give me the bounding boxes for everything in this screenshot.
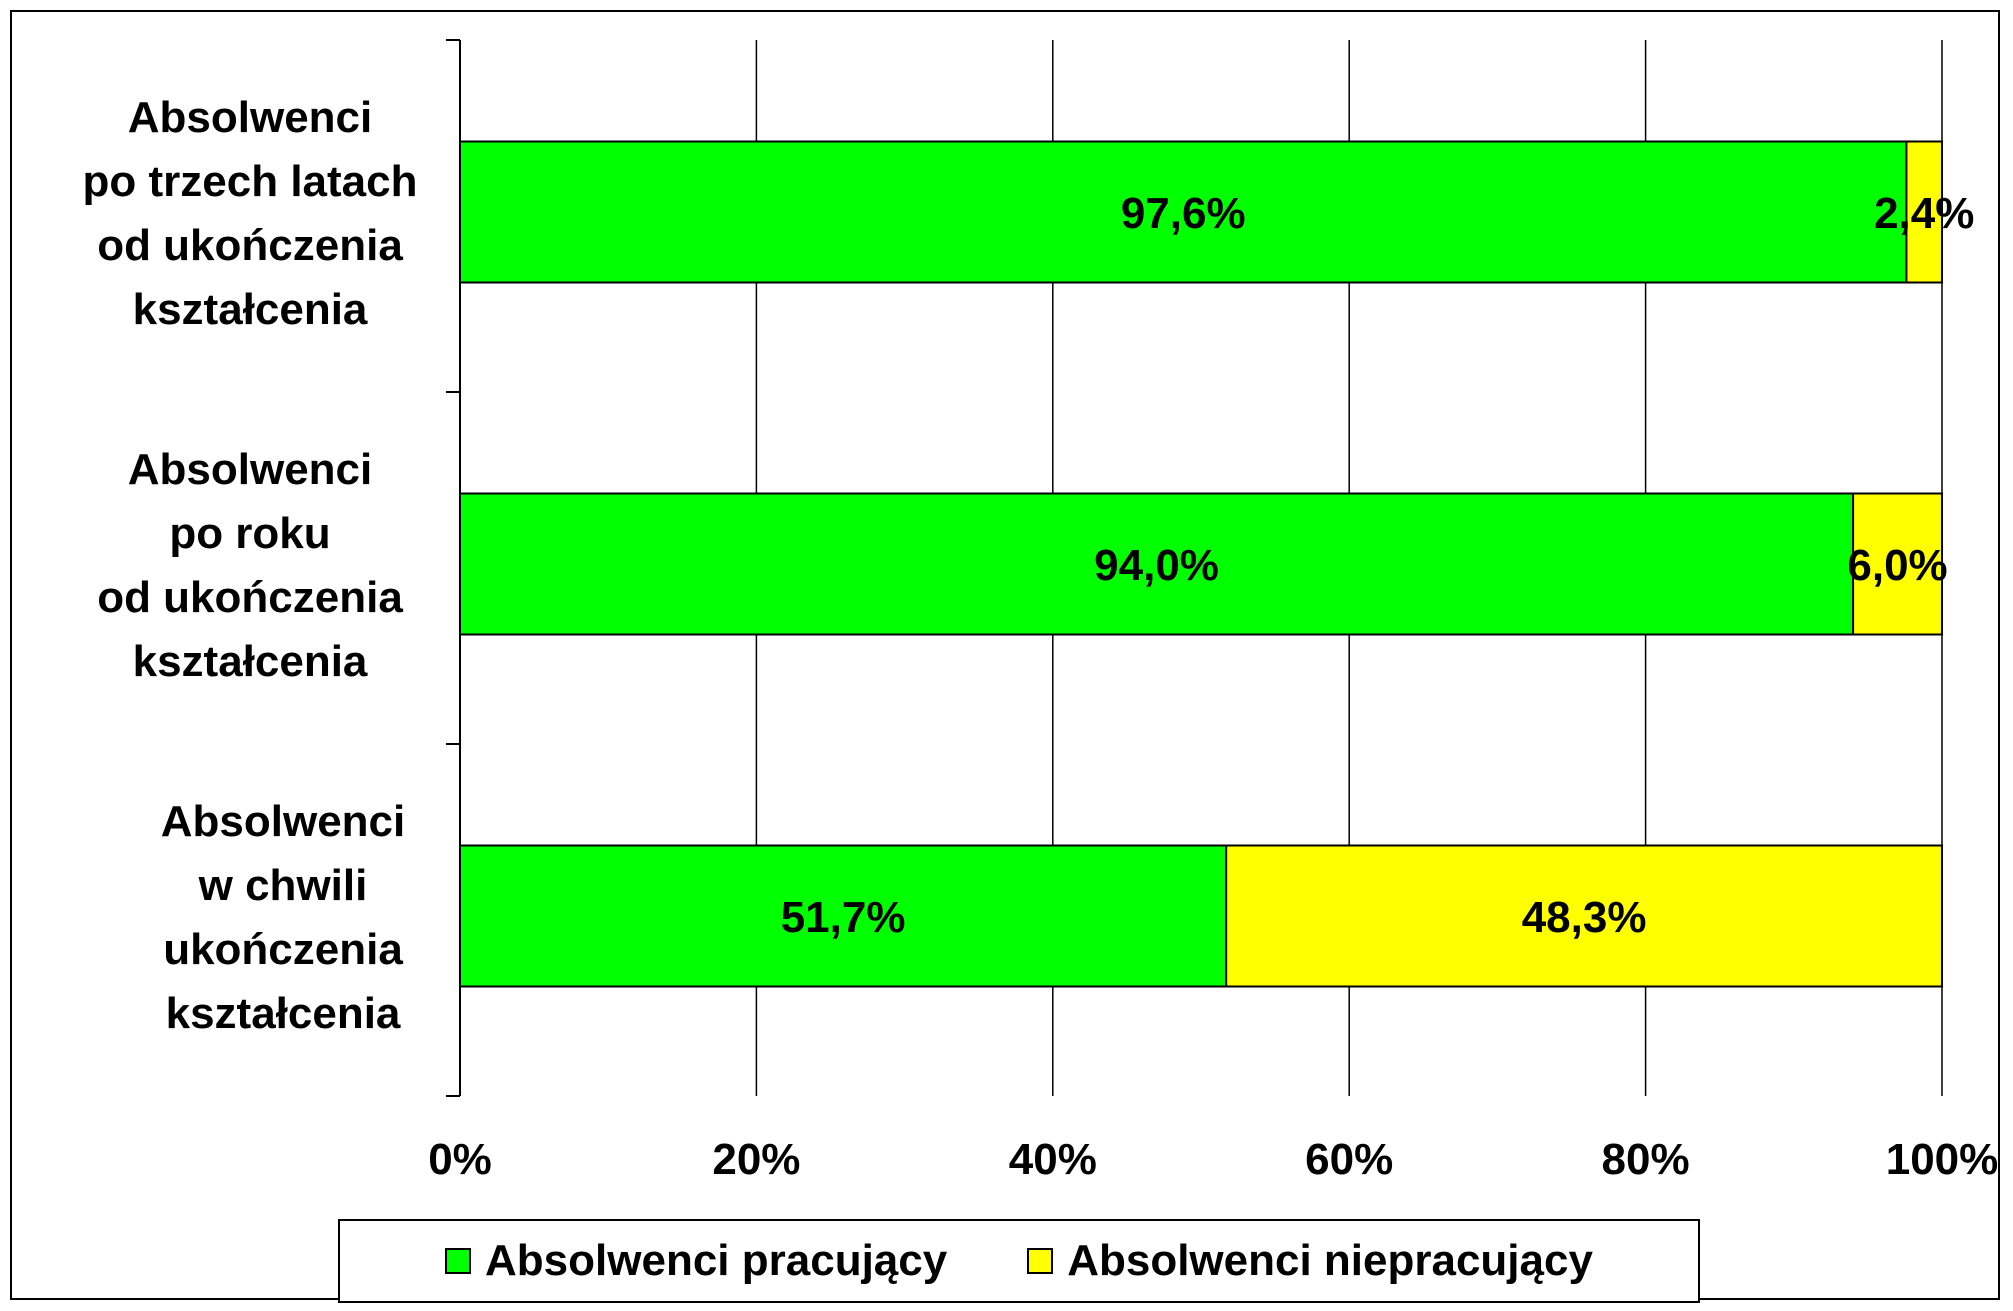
bar-segment xyxy=(1225,844,1943,988)
bar-segment xyxy=(459,844,1228,988)
legend: Absolwenci pracujący Absolwenci niepracu… xyxy=(338,1219,1700,1303)
category-label: Absolwenci w chwili ukończenia kształcenia xyxy=(161,797,406,1038)
legend-item-unemployed: Absolwenci niepracujący xyxy=(1027,1236,1593,1286)
legend-swatch-employed xyxy=(445,1248,472,1274)
legend-label-unemployed: Absolwenci niepracujący xyxy=(1067,1236,1593,1285)
bar-segment xyxy=(1905,140,1944,284)
category-label-line: Absolwenci xyxy=(128,93,373,142)
category-label-line: od ukończenia xyxy=(97,221,403,270)
bar-segment xyxy=(459,140,1908,284)
category-label-line: kształcenia xyxy=(133,285,368,334)
bar-segment xyxy=(459,492,1855,636)
legend-item-employed: Absolwenci pracujący xyxy=(445,1236,947,1286)
x-tick-label: 80% xyxy=(1602,1135,1690,1184)
data-label: 6,0% xyxy=(1847,541,1947,590)
category-label-line: po roku xyxy=(169,509,330,558)
category-label: Absolwenci po roku od ukończenia kształceni… xyxy=(97,445,403,686)
x-tick-label: 60% xyxy=(1305,1135,1393,1184)
category-label-line: od ukończenia xyxy=(97,573,403,622)
category-label: Absolwenci po trzech latach od ukończenia k… xyxy=(83,93,418,334)
data-label: 48,3% xyxy=(1522,893,1647,942)
legend-swatch-unemployed xyxy=(1027,1248,1054,1274)
x-tick-label: 0% xyxy=(428,1135,492,1184)
bar-segment xyxy=(1852,492,1943,636)
category-label-line: kształcenia xyxy=(133,637,368,686)
x-tick-label: 40% xyxy=(1009,1135,1097,1184)
x-tick-label: 100% xyxy=(1886,1135,1999,1184)
data-label: 94,0% xyxy=(1094,541,1219,590)
category-label-line: ukończenia xyxy=(163,925,403,974)
legend-label-employed: Absolwenci pracujący xyxy=(485,1236,948,1285)
data-label: 97,6% xyxy=(1121,189,1246,238)
x-tick-label: 20% xyxy=(712,1135,800,1184)
data-label: 2,4% xyxy=(1874,189,1974,238)
category-label-line: Absolwenci xyxy=(161,797,406,846)
category-label-line: w chwili xyxy=(198,861,368,910)
category-label-line: Absolwenci xyxy=(128,445,373,494)
data-label: 51,7% xyxy=(781,893,906,942)
category-label-line: kształcenia xyxy=(166,989,401,1038)
category-label-line: po trzech latach xyxy=(83,157,418,206)
